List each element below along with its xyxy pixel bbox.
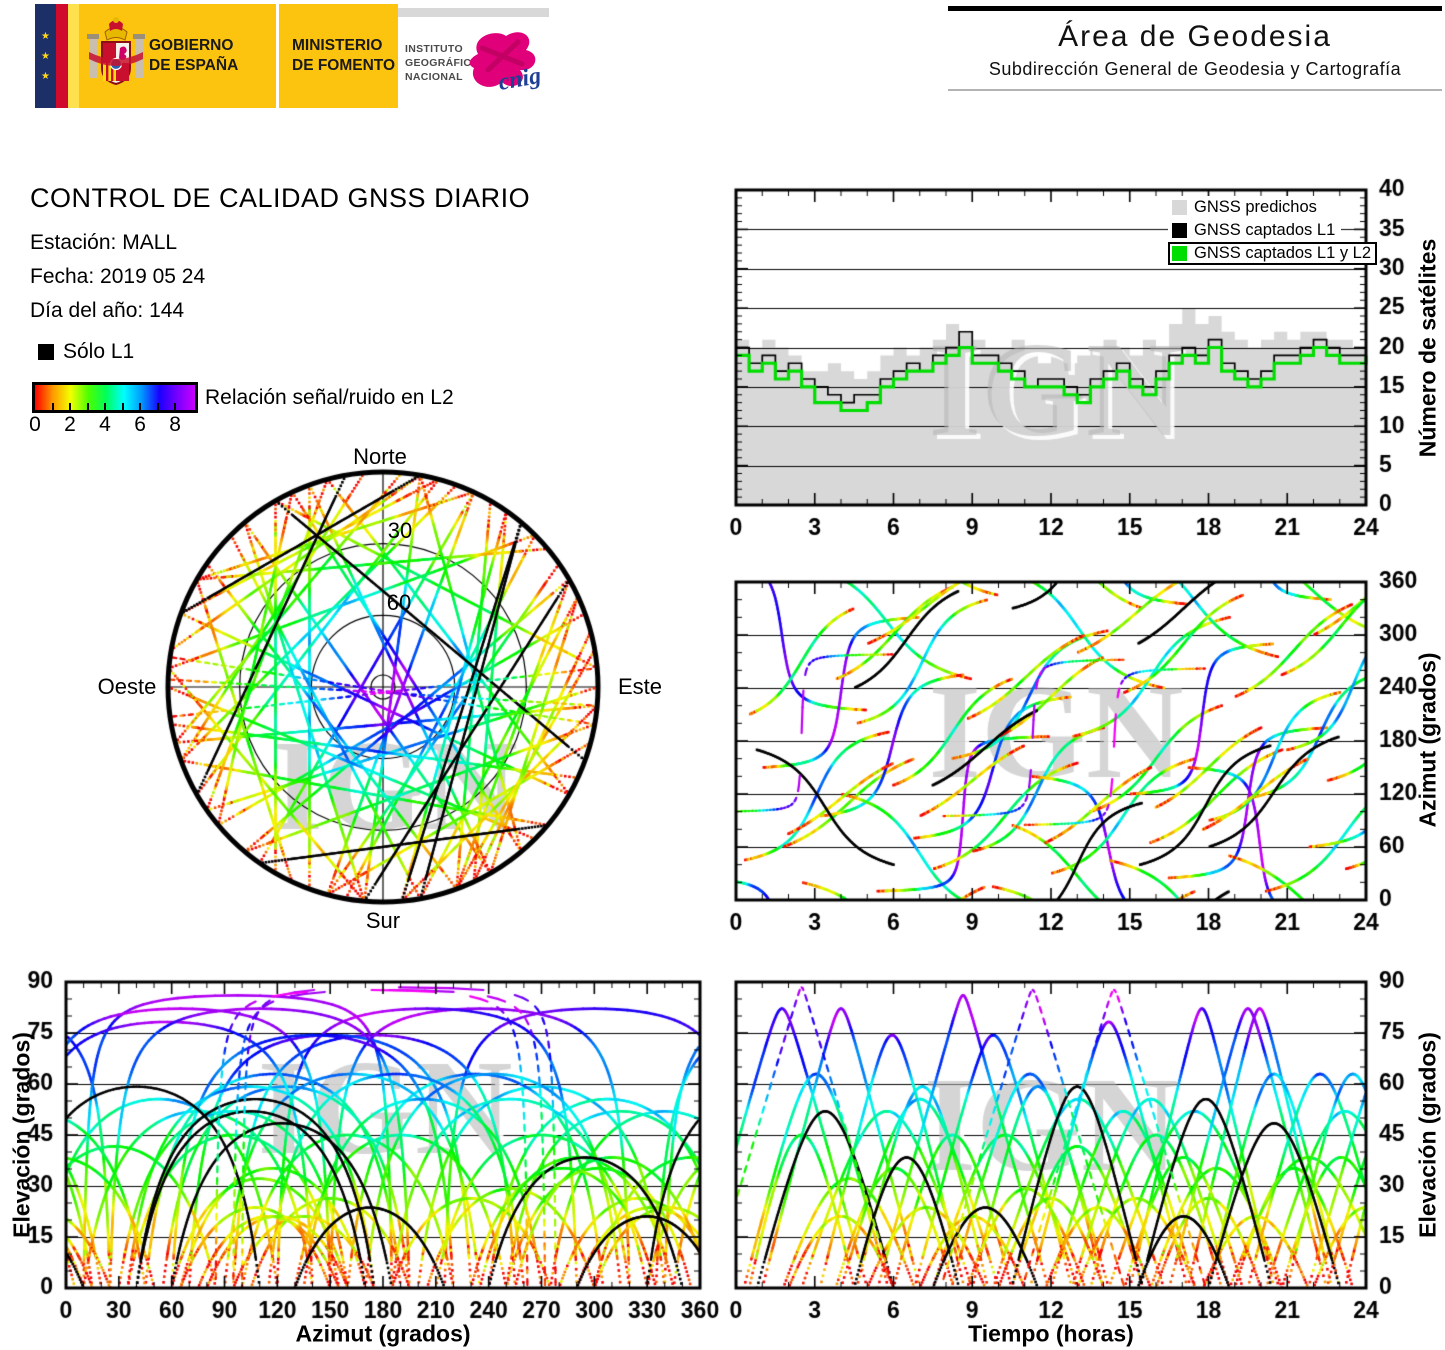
panel-top-strip (398, 8, 549, 17)
legend-swatch-icon (1172, 200, 1187, 215)
skyplot-east-label: Este (617, 674, 663, 699)
black-square-icon (38, 344, 54, 360)
colorbar-notch (69, 403, 71, 410)
colorbar-notch (104, 403, 107, 410)
colorbar-notch (51, 403, 54, 410)
legend-label: GNSS captados L1 y L2 (1194, 244, 1372, 262)
gobierno-label: GOBIERNO DE ESPAÑA (149, 37, 239, 75)
page-title: CONTROL DE CALIDAD GNSS DIARIO (30, 183, 531, 213)
legend-swatch-icon (1172, 223, 1187, 238)
area-title: Área de Geodesia (1058, 20, 1332, 53)
colorbar-notch (174, 403, 177, 410)
colorbar-tick-label: 6 (134, 413, 146, 436)
ign-panel: INSTITUTO GEOGRÁFICO NACIONAL cnig (398, 4, 549, 108)
skyplot-north-label: Norte (353, 444, 407, 469)
colorbar-tick-label: 4 (99, 413, 111, 436)
spain-coat-of-arms-icon (87, 17, 145, 86)
sat-count-legend: GNSS predichos GNSS captados L1 GNSS capta… (1168, 196, 1378, 265)
azimuth-chart-ylabel: Azimut (grados) (1414, 652, 1441, 828)
elev-time-chart-ylabel: Elevación (grados) (1414, 1032, 1441, 1238)
flag-yellow-stripe (68, 4, 79, 108)
snr-colorbar-gradient (35, 385, 195, 410)
colorbar-notch (121, 403, 124, 410)
header-top-rule (948, 6, 1442, 11)
skyplot-ring30-label: 30 (387, 518, 413, 543)
cnig-logo-icon: cnig (469, 32, 543, 96)
colorbar-notch (139, 403, 142, 410)
colorbar-tick-label: 0 (29, 413, 41, 436)
instituto-label: INSTITUTO GEOGRÁFICO NACIONAL (405, 43, 480, 84)
legend-label: GNSS captados L1 (1194, 221, 1336, 239)
legend-swatch-icon (1172, 246, 1187, 261)
gobierno-panel: GOBIERNO DE ESPAÑA MINISTERIO DE FOMENTO (79, 4, 398, 108)
date-line: Fecha: 2019 05 24 (30, 265, 206, 288)
station-line: Estación: MALL (30, 231, 178, 254)
eu-stars-icon: ★ ★ ★ (35, 4, 56, 108)
org-header: Área de Geodesia Subdirección General de… (948, 0, 1442, 91)
government-logo-block: ★ ★ ★ GOBIERNO DE ESPAÑA MINISTERIO DE FOM… (35, 4, 549, 108)
flag-red-stripe (56, 4, 68, 108)
header-bottom-rule (948, 89, 1442, 91)
doy-line: Día del año: 144 (30, 299, 185, 322)
snr-colorbar-label: Relación señal/ruido en L2 (205, 386, 454, 409)
snr-colorbar (32, 382, 198, 413)
legend-item: GNSS predichos (1168, 196, 1323, 219)
sat-chart-ylabel: Número de satélites (1414, 238, 1441, 458)
elev-time-chart-xlabel: Tiempo (horas) (968, 1320, 1134, 1347)
solo-l1-label: Sólo L1 (63, 340, 135, 363)
skyplot-ring60-label: 60 (386, 590, 412, 615)
colorbar-tick-label: 2 (64, 413, 76, 436)
area-subtitle: Subdirección General de Geodesia y Carto… (988, 59, 1402, 79)
ministerio-label: MINISTERIO DE FOMENTO (292, 37, 396, 75)
skyplot-south-label: Sur (365, 908, 401, 933)
legend-item: GNSS captados L1 y L2 (1168, 242, 1378, 265)
colorbar-notch (86, 403, 89, 410)
colorbar-tick-label: 8 (169, 413, 181, 436)
elev-az-chart-ylabel: Elevación (grados) (8, 1032, 35, 1238)
legend-item: GNSS captados L1 (1168, 219, 1342, 242)
logo-divider (276, 4, 279, 108)
solo-l1-legend: Sólo L1 (38, 340, 134, 364)
colorbar-notch (156, 403, 159, 410)
skyplot-west-label: Oeste (97, 674, 157, 699)
elev-az-chart-xlabel: Azimut (grados) (295, 1320, 471, 1347)
legend-label: GNSS predichos (1194, 198, 1317, 216)
